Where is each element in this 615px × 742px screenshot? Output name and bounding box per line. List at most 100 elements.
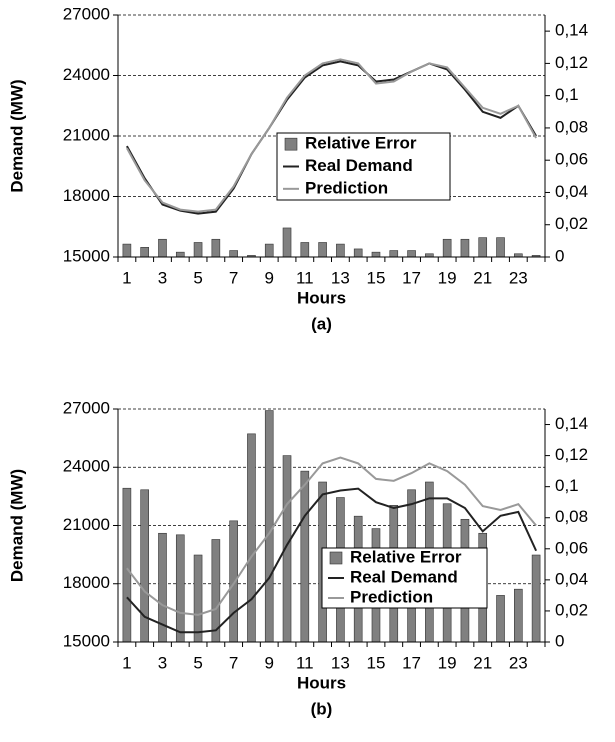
bar: [229, 250, 238, 258]
y2-tick-label: 0,04: [555, 182, 588, 201]
bar: [140, 489, 149, 643]
y2-tick-label: 0: [555, 631, 564, 650]
legend-swatch: [284, 137, 298, 151]
y2-tick-label: 0,02: [555, 214, 588, 233]
bar: [158, 238, 167, 258]
bar: [336, 243, 345, 258]
x-tick-label: 17: [402, 653, 421, 672]
legend-label: Relative Error: [350, 547, 462, 566]
y2-tick-label: 0,12: [555, 445, 588, 464]
x-tick-label: 23: [509, 268, 528, 287]
line: [126, 487, 538, 634]
bar: [460, 238, 470, 258]
bar: [175, 251, 185, 258]
x-tick-label: 9: [264, 653, 273, 672]
bar: [193, 554, 203, 643]
line: [126, 58, 537, 213]
bar: [531, 554, 541, 643]
legend-label: Real Demand: [350, 567, 458, 586]
y2-tick-label: 0,06: [555, 150, 588, 169]
y-tick-label: 24000: [63, 65, 110, 84]
x-tick-label: 19: [438, 653, 457, 672]
x-tick-label: 7: [229, 653, 238, 672]
bar: [300, 470, 310, 643]
y2-tick-label: 0,12: [555, 53, 588, 72]
y2-tick-label: 0,1: [555, 476, 579, 495]
y2-tick-label: 0,08: [555, 507, 588, 526]
x-tick-label: 21: [473, 653, 492, 672]
y-tick-label: 27000: [63, 398, 110, 417]
x-tick-label: 21: [473, 268, 492, 287]
bar: [496, 595, 505, 643]
bar: [247, 433, 256, 643]
bar: [122, 487, 132, 643]
bar: [514, 588, 523, 643]
bar: [371, 251, 381, 258]
y-tick-label: 24000: [63, 457, 110, 476]
legend-swatch: [329, 551, 343, 565]
y2-tick-label: 0: [555, 246, 564, 265]
y-tick-label: 15000: [63, 631, 110, 650]
y2-tick-label: 0,02: [555, 600, 588, 619]
x-tick-label: 11: [296, 653, 314, 672]
x-tick-label: 9: [264, 268, 273, 287]
bar: [300, 242, 310, 258]
legend-label: Relative Error: [305, 134, 417, 153]
bar: [264, 410, 274, 643]
y2-tick-label: 0,14: [555, 21, 588, 40]
bar: [122, 243, 132, 258]
bar: [193, 242, 203, 258]
y-tick-label: 21000: [63, 125, 110, 144]
bar: [211, 238, 221, 258]
x-tick-label: 15: [367, 653, 386, 672]
line: [126, 60, 537, 215]
x-tick-label: 23: [509, 653, 528, 672]
bar: [282, 227, 292, 258]
x-tick-label: 13: [331, 268, 350, 287]
y-axis-label: Demand (MW): [7, 469, 26, 582]
bar: [318, 242, 327, 258]
caption: (b): [311, 699, 333, 718]
legend-box: [321, 547, 488, 609]
x-axis-label: Hours: [297, 288, 346, 307]
x-tick-label: 1: [122, 268, 131, 287]
legend-label: Prediction: [305, 178, 388, 197]
bar: [175, 534, 185, 643]
bar: [442, 238, 452, 258]
bar: [229, 520, 238, 643]
x-tick-label: 3: [158, 653, 167, 672]
y2-tick-label: 0,04: [555, 569, 588, 588]
y-tick-label: 18000: [63, 186, 110, 205]
y2-tick-label: 0,08: [555, 117, 588, 136]
bar: [496, 237, 505, 258]
legend-label: Prediction: [350, 587, 433, 606]
line: [126, 456, 537, 616]
caption: (a): [311, 314, 332, 333]
bar: [264, 243, 274, 258]
x-tick-label: 1: [122, 653, 131, 672]
y-tick-label: 27000: [63, 4, 110, 23]
x-tick-label: 5: [193, 653, 202, 672]
y2-tick-label: 0,14: [555, 414, 588, 433]
bar: [389, 250, 399, 258]
y-axis-label: Demand (MW): [7, 79, 26, 192]
bar: [353, 248, 363, 258]
x-tick-label: 5: [193, 268, 202, 287]
x-tick-label: 15: [367, 268, 386, 287]
y2-tick-label: 0,1: [555, 85, 579, 104]
legend-box: [276, 132, 451, 201]
bar: [407, 250, 416, 258]
bar: [478, 237, 488, 258]
x-axis-label: Hours: [297, 673, 346, 692]
x-tick-label: 7: [229, 268, 238, 287]
x-tick-label: 17: [402, 268, 421, 287]
x-tick-label: 19: [438, 268, 457, 287]
x-tick-label: 13: [331, 653, 350, 672]
y-tick-label: 18000: [63, 573, 110, 592]
y-tick-label: 15000: [63, 246, 110, 265]
x-tick-label: 3: [158, 268, 167, 287]
y2-tick-label: 0,06: [555, 538, 588, 557]
x-tick-label: 11: [296, 268, 314, 287]
